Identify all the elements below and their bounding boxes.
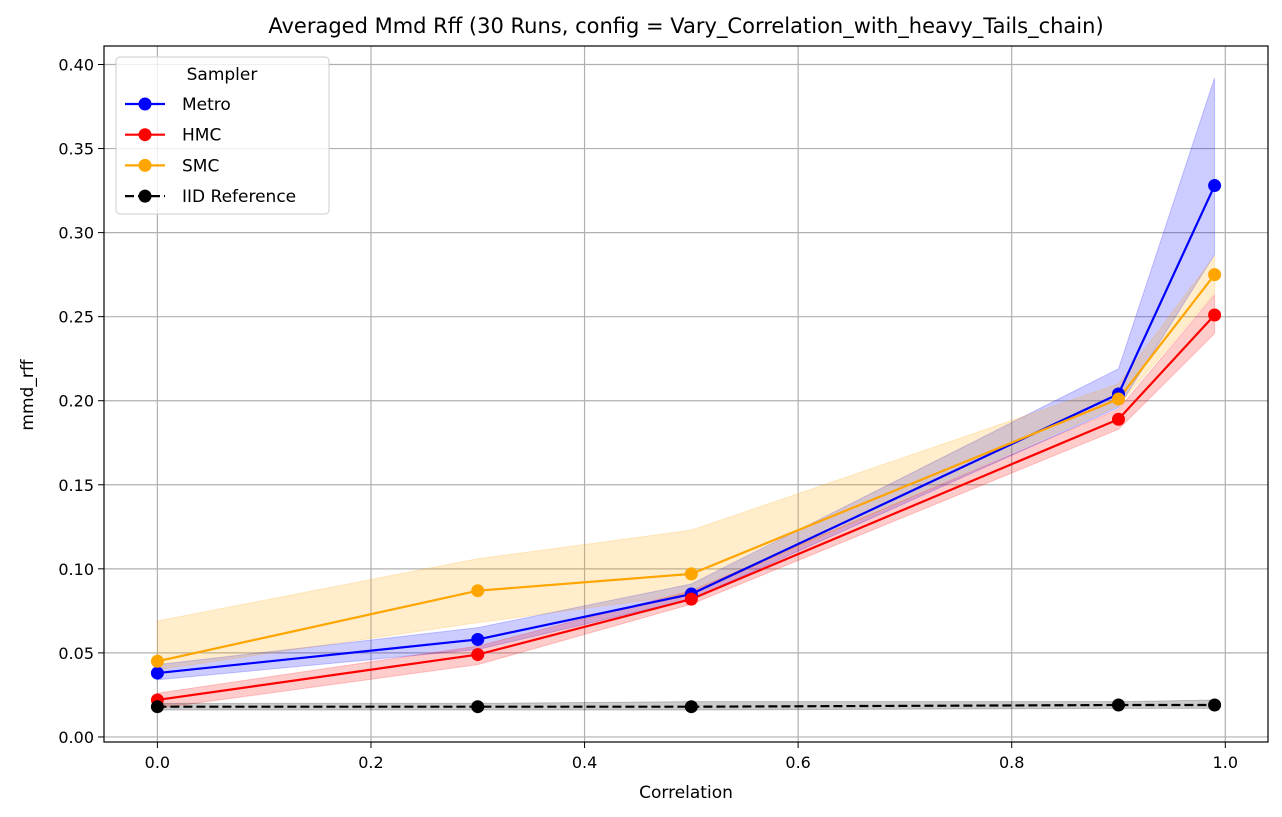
metro-point [1208,179,1222,193]
legend-box [115,56,330,215]
x-tick-label: 0.0 [145,753,170,772]
x-tick-label: 0.8 [999,753,1024,772]
hmc-point [471,648,485,662]
legend-marker [138,97,152,111]
x-tick-label: 0.2 [358,753,383,772]
smc-point [1111,392,1125,406]
y-axis-ticks: 0.00 0.05 0.10 0.15 0.20 0.25 0.30 0.35 0.40 [58,55,104,747]
y-tick-label: 0.35 [58,140,94,159]
legend-label: Metro [182,95,231,115]
legend-item-iid-reference: IID Reference [125,187,296,207]
iid-reference-point [1208,698,1222,712]
smc-point [684,567,698,581]
legend-items: Metro HMC SMC IID Reference [125,95,296,207]
smc-band [156,254,1216,671]
legend-item-hmc: HMC [125,126,221,146]
metro-point [150,666,164,680]
legend-label: HMC [182,126,221,146]
x-tick-label: 0.6 [785,753,810,772]
y-tick-label: 0.20 [58,392,94,411]
y-tick-label: 0.15 [58,476,94,495]
x-axis-ticks: 0.0 0.2 0.4 0.6 0.8 1.0 [145,742,1238,772]
y-axis-label: mmd_rff [18,358,38,430]
x-tick-label: 1.0 [1213,753,1238,772]
hmc-point [1111,412,1125,426]
legend-label: SMC [182,156,219,176]
smc-point [1208,268,1222,282]
y-tick-label: 0.25 [58,308,94,327]
metro-point [471,632,485,646]
iid-reference-point [471,700,485,714]
hmc-point [684,592,698,606]
hmc-point [1208,308,1222,322]
legend-item-metro: Metro [125,95,231,115]
y-tick-label: 0.00 [58,728,94,747]
chart-title: Averaged Mmd Rff (30 Runs, config = Vary… [268,14,1103,39]
plot-frame [103,45,1269,743]
legend-item-smc: SMC [125,156,219,176]
smc-point [150,654,164,668]
metro-band [156,77,1216,681]
grid [104,46,1268,742]
legend: Sampler Metro HMC SMC IID Reference [115,56,330,215]
iid-reference-point [150,700,164,714]
iid-reference-point [1111,698,1125,712]
legend-label: IID Reference [182,187,296,207]
legend-marker [138,128,152,142]
y-tick-label: 0.05 [58,644,94,663]
iid-reference-point [684,700,698,714]
y-tick-label: 0.40 [58,55,94,74]
legend-marker [138,189,152,203]
smc-point [471,584,485,598]
y-tick-label: 0.30 [58,224,94,243]
legend-marker [138,158,152,172]
legend-title: Sampler [187,65,258,85]
x-tick-label: 0.4 [572,753,597,772]
x-axis-label: Correlation [639,783,733,803]
y-tick-label: 0.10 [58,560,94,579]
series-points [150,179,1222,714]
